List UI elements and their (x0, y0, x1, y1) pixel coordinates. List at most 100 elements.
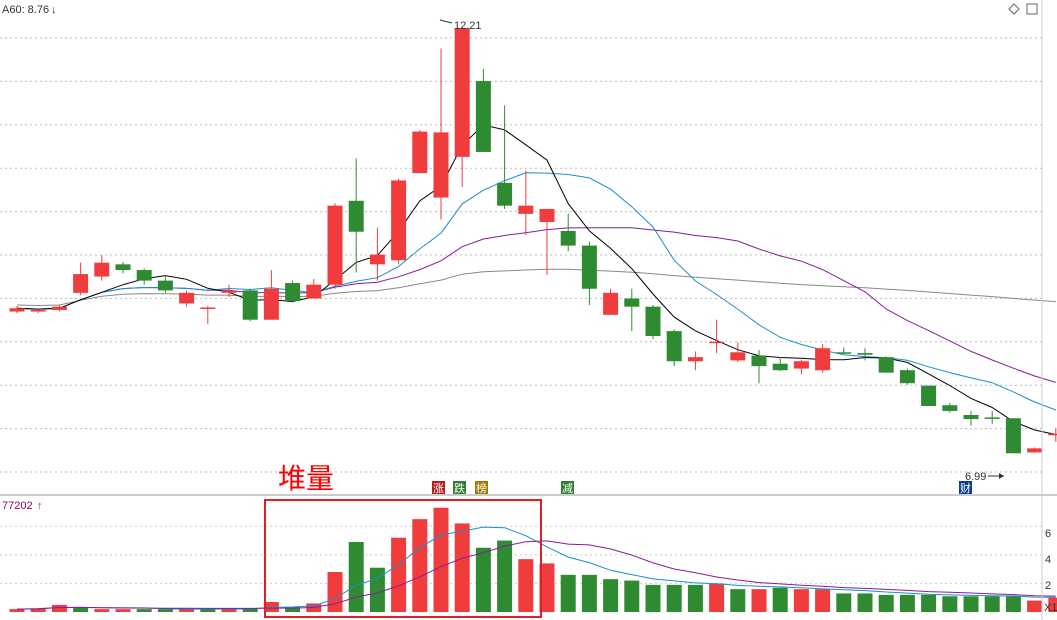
marker-bang-text: 榜 (476, 481, 487, 495)
volume-bar (899, 594, 915, 612)
volume-bar (200, 609, 216, 612)
marker-zhang[interactable]: 涨 (432, 481, 445, 495)
candle-body (157, 280, 173, 291)
marker-die[interactable]: 跌 (453, 481, 466, 495)
low-price-annotation: 6.99 (965, 471, 1004, 483)
volume-bar (560, 574, 576, 612)
volume-bar (497, 540, 513, 612)
ma-short-line (16, 124, 1056, 435)
candle-body (878, 357, 894, 373)
volume-bar (412, 519, 428, 612)
volume-ma-long-line (16, 540, 1056, 610)
high-price-annotation: 12.21 (439, 19, 482, 32)
candle-body (751, 355, 767, 367)
volume-bar (730, 589, 746, 612)
candle-body (1027, 448, 1043, 453)
volume-bar (157, 609, 173, 612)
candle-body (984, 417, 1000, 419)
candle-body (539, 208, 555, 222)
marker-jian[interactable]: 减 (561, 481, 574, 495)
volume-bar (1048, 597, 1057, 612)
marker-die-text: 跌 (454, 481, 465, 495)
volume-bar (539, 563, 555, 612)
marker-cai-text: 财 (960, 481, 971, 495)
high-price-label: 12.21 (454, 20, 482, 32)
volume-bar (242, 608, 258, 612)
candle-body (603, 292, 619, 315)
accumulation-highlight-box (264, 499, 542, 618)
candle-body (285, 283, 301, 301)
candle-body (348, 200, 364, 232)
marker-bang[interactable]: 榜 (475, 481, 488, 495)
volume-bar (878, 594, 894, 612)
volume-bar (94, 609, 110, 612)
candle-body (221, 290, 237, 293)
volume-bar (1027, 600, 1043, 612)
square-icon[interactable] (1026, 3, 1038, 15)
candle-body (709, 341, 725, 344)
candle-body (242, 290, 258, 320)
candle-body (306, 284, 322, 299)
candle-body (327, 205, 343, 285)
volume-tick-4: 4 (1045, 554, 1051, 566)
accumulation-annotation-text: 堆量 (278, 462, 334, 495)
volume-bar (369, 567, 385, 612)
candle-body (412, 131, 428, 174)
candle-body (9, 308, 25, 312)
candlestick-series (9, 27, 1057, 454)
ma60-down-arrow: ↓ (51, 4, 57, 16)
candle-body (263, 288, 279, 320)
volume-tick-6: 6 (1045, 528, 1051, 540)
volume-bar (1005, 596, 1021, 612)
volume-label: 77202 (2, 500, 33, 512)
volume-bar (921, 594, 937, 612)
candle-body (899, 370, 915, 384)
price-grid (0, 37, 1042, 473)
volume-bar (815, 589, 831, 612)
volume-bars (9, 507, 1057, 612)
candle-body (136, 270, 152, 281)
volume-bar (327, 572, 343, 612)
volume-bar (221, 608, 237, 612)
candle-body (433, 132, 449, 198)
volume-bar (857, 593, 873, 612)
diamond-icon[interactable] (1008, 3, 1020, 15)
volume-bar (433, 507, 449, 612)
candle-body (942, 405, 958, 411)
volume-bar (687, 584, 703, 612)
candle-body (454, 28, 470, 157)
candle-body (793, 361, 809, 369)
volume-bar (348, 542, 364, 612)
volume-bar (454, 523, 470, 612)
candle-body (687, 357, 703, 362)
volume-bar (666, 584, 682, 612)
candle-body (857, 353, 873, 355)
ma60-label: A60: 8.76 (2, 4, 49, 16)
candle-body (497, 182, 513, 206)
volume-bar (624, 580, 640, 612)
candle-body (815, 348, 831, 371)
candle-body (115, 264, 131, 271)
volume-bar (581, 574, 597, 612)
candle-body (624, 298, 640, 307)
marker-zhang-text: 涨 (433, 482, 444, 495)
candle-body (921, 385, 937, 407)
volume-bar (391, 537, 407, 612)
volume-average-lines (16, 526, 1056, 610)
candle-body (1048, 433, 1057, 436)
candle-body (666, 331, 682, 362)
low-price-label: 6.99 (965, 471, 986, 483)
candle-body (963, 414, 979, 420)
volume-bar (603, 579, 619, 612)
volume-bar (9, 609, 25, 612)
candle-body (772, 363, 788, 371)
volume-bar (984, 596, 1000, 612)
candle-body (475, 81, 491, 152)
volume-bar (709, 583, 725, 612)
volume-bar (115, 609, 131, 612)
marker-cai[interactable]: 财 (959, 481, 972, 495)
candle-body (369, 254, 385, 265)
volume-bar (793, 589, 809, 612)
volume-bar (772, 587, 788, 612)
volume-bar (836, 593, 852, 612)
